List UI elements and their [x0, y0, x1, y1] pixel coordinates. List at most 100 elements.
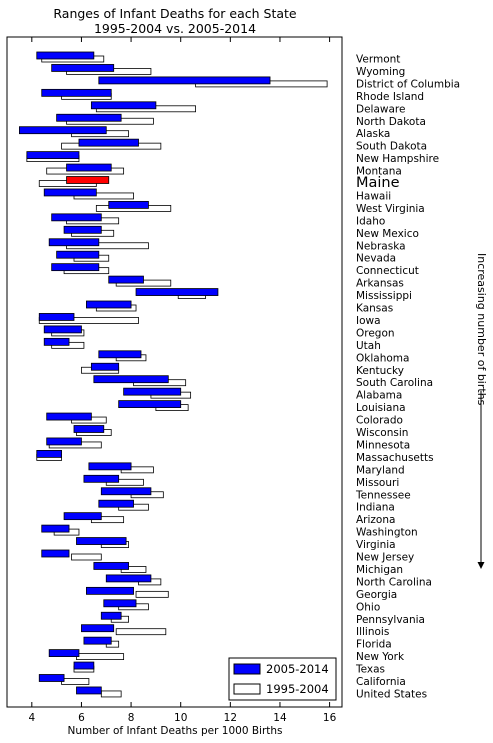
legend-label-2005-2014: 2005-2014	[266, 662, 329, 676]
bar-2005-2014-idaho	[51, 213, 102, 222]
state-label-illinois: Illinois	[356, 626, 389, 638]
x-tick-label: 16	[323, 712, 337, 724]
bar-2005-2014-maryland	[88, 462, 132, 471]
bar-2005-2014-south-carolina	[93, 375, 169, 384]
x-tick-label: 8	[128, 712, 135, 724]
x-tick-label: 10	[174, 712, 187, 724]
bar-2005-2014-united-states	[76, 686, 102, 695]
state-label-wyoming: Wyoming	[356, 66, 405, 78]
bar-2005-2014-new-hampshire	[26, 151, 80, 160]
state-label-oklahoma: Oklahoma	[356, 352, 409, 364]
chart-subtitle: 1995-2004 vs. 2005-2014	[94, 21, 256, 36]
state-label-new-hampshire: New Hampshire	[356, 153, 439, 165]
state-label-arizona: Arizona	[356, 514, 395, 526]
bar-2005-2014-texas	[73, 661, 95, 670]
bar-2005-2014-tennessee	[100, 487, 152, 496]
state-label-nevada: Nevada	[356, 253, 396, 265]
x-tick-label: 6	[78, 712, 85, 724]
state-label-indiana: Indiana	[356, 502, 395, 514]
bar-2005-2014-mississippi	[135, 288, 219, 296]
state-label-michigan: Michigan	[356, 564, 403, 576]
bar-2005-2014-indiana	[98, 499, 134, 508]
legend-swatch-1995-2004	[233, 683, 261, 695]
state-label-texas: Texas	[355, 664, 385, 676]
state-label-arkansas: Arkansas	[356, 278, 404, 290]
state-label-oregon: Oregon	[356, 327, 395, 339]
state-label-wisconsin: Wisconsin	[356, 427, 408, 439]
state-label-georgia: Georgia	[356, 589, 397, 601]
state-label-tennessee: Tennessee	[355, 489, 411, 501]
state-label-delaware: Delaware	[356, 103, 405, 115]
plot-bars	[19, 51, 328, 698]
state-label-massachusetts: Massachusetts	[356, 452, 434, 464]
state-label-virginia: Virginia	[356, 539, 396, 551]
state-label-south-dakota: South Dakota	[356, 141, 427, 153]
bar-1995-2004-new-york	[76, 653, 125, 660]
bar-2005-2014-louisiana	[118, 400, 182, 409]
state-label-west-virginia: West Virginia	[356, 203, 425, 215]
state-label-connecticut: Connecticut	[356, 265, 419, 277]
state-label-louisiana: Louisiana	[356, 402, 406, 414]
state-label-kansas: Kansas	[356, 303, 393, 315]
bar-2005-2014-west-virginia	[108, 200, 149, 209]
x-tick-label: 4	[28, 712, 35, 724]
state-label-maryland: Maryland	[356, 464, 405, 476]
bar-2005-2014-hawaii	[43, 188, 97, 197]
bar-2005-2014-wisconsin	[73, 425, 105, 433]
bar-2005-2014-south-dakota	[78, 138, 139, 147]
bar-2005-2014-missouri	[83, 474, 120, 483]
bar-2005-2014-oregon	[43, 325, 82, 334]
bar-2005-2014-vermont	[36, 51, 95, 60]
state-label-idaho: Idaho	[356, 215, 385, 227]
state-label-pennsylvania: Pennsylvania	[356, 614, 425, 626]
plot-frame	[6, 36, 343, 708]
legend: 2005-2014 1995-2004	[228, 657, 337, 701]
bar-2005-2014-alabama	[123, 387, 182, 396]
state-label-colorado: Colorado	[356, 415, 403, 427]
state-label-kentucky: Kentucky	[356, 365, 404, 377]
bar-2005-2014-district-of-columbia	[98, 76, 271, 85]
bar-1995-2004-california	[61, 678, 90, 685]
state-label-ohio: Ohio	[356, 601, 380, 613]
bar-2005-2014-arkansas	[108, 275, 144, 284]
bar-2005-2014-new-mexico	[63, 225, 102, 234]
down-arrow-icon	[477, 562, 485, 569]
bar-2005-2014-minnesota	[46, 437, 82, 446]
bar-2005-2014-ohio	[103, 599, 137, 608]
bar-2005-2014-utah	[43, 337, 70, 346]
bar-2005-2014-alaska	[19, 126, 107, 135]
state-label-south-carolina: South Carolina	[356, 377, 433, 389]
state-label-district-of-columbia: District of Columbia	[356, 78, 460, 90]
bar-2005-2014-north-dakota	[56, 113, 122, 122]
state-label-florida: Florida	[356, 639, 392, 651]
bar-2005-2014-delaware	[90, 101, 157, 110]
bar-2005-2014-new-york	[48, 649, 80, 657]
bar-2005-2014-connecticut	[51, 263, 100, 272]
bar-2005-2014-nebraska	[48, 238, 100, 247]
bar-2005-2014-maine	[66, 176, 110, 184]
state-label-united-states: United States	[356, 688, 427, 700]
bar-2005-2014-illinois	[81, 624, 115, 633]
state-label-missouri: Missouri	[356, 477, 399, 489]
bar-1995-2004-illinois	[115, 628, 167, 636]
state-label-nebraska: Nebraska	[356, 240, 406, 252]
bar-1995-2004-new-jersey	[71, 553, 102, 561]
state-label-california: California	[356, 676, 406, 688]
state-label-washington: Washington	[356, 527, 418, 539]
chart-title: Ranges of Infant Deaths for each State	[53, 6, 297, 21]
state-label-rhode-island: Rhode Island	[356, 91, 424, 103]
state-label-new-mexico: New Mexico	[356, 228, 419, 240]
state-label-iowa: Iowa	[356, 315, 381, 327]
state-label-new-york: New York	[356, 651, 405, 663]
bar-2005-2014-wyoming	[51, 64, 115, 72]
bar-2005-2014-virginia	[76, 537, 127, 545]
bar-2005-2014-new-jersey	[41, 549, 70, 558]
x-tick-label: 14	[273, 712, 287, 724]
bar-2005-2014-nevada	[56, 250, 100, 259]
birth-order-annotation: Increasing number of births	[475, 253, 488, 569]
legend-label-1995-2004: 1995-2004	[266, 682, 329, 696]
bar-2005-2014-north-carolina	[105, 574, 152, 583]
state-label-new-jersey: New Jersey	[356, 552, 414, 564]
